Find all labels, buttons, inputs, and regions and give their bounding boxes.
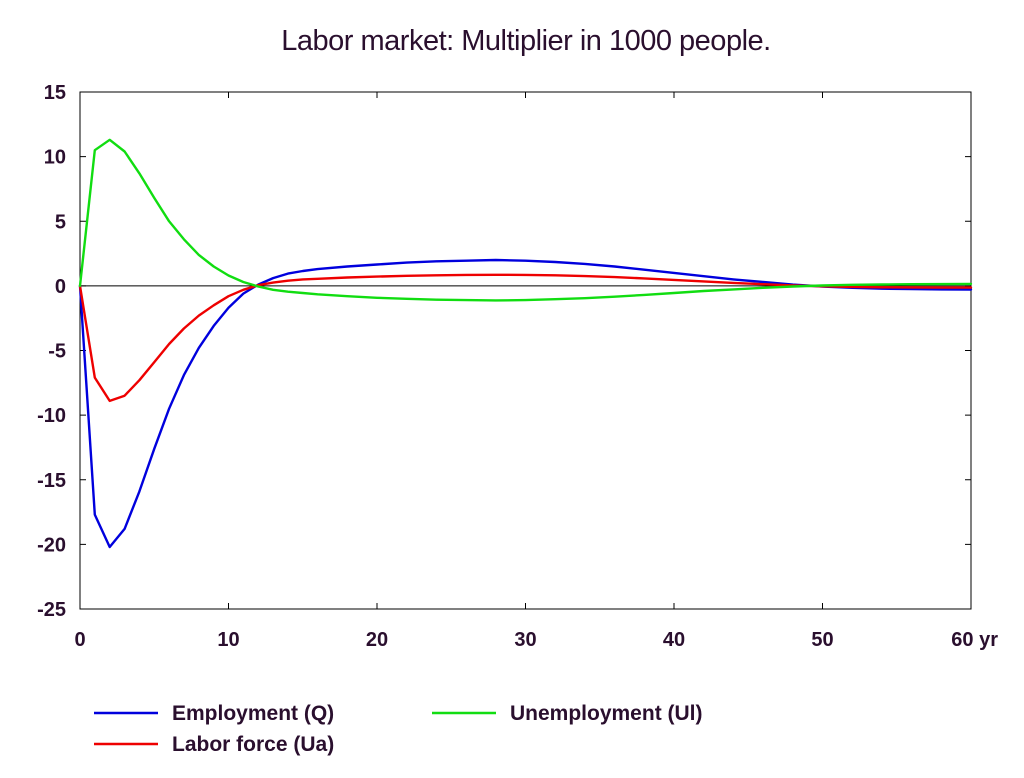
series-layer <box>78 138 973 549</box>
legend-label-2: Labor force (Ua) <box>172 733 334 756</box>
x-tick-label: 50 <box>811 629 833 651</box>
series-line-3 <box>78 138 973 302</box>
x-tick-label: 0 <box>74 629 85 651</box>
y-tick-label: -10 <box>37 405 66 427</box>
legend-label-3: Unemployment (Ul) <box>510 702 703 725</box>
y-tick-label: 0 <box>55 276 66 298</box>
legend-label-1: Employment (Q) <box>172 702 334 725</box>
plot-frame <box>79 91 972 610</box>
chart-title: Labor market: Multiplier in 1000 people. <box>281 25 770 57</box>
y-tick-label: 10 <box>44 147 66 169</box>
x-tick-label: 20 <box>366 629 388 651</box>
series-line-2 <box>78 273 973 403</box>
x-tick-label: 30 <box>514 629 536 651</box>
x-tick-label: 10 <box>217 629 239 651</box>
y-tick-label: -25 <box>37 599 66 621</box>
y-tick-label: 5 <box>55 211 66 233</box>
x-tick-label: 60 yr <box>951 629 998 651</box>
x-tick-label: 40 <box>663 629 685 651</box>
legend: Employment (Q) Labor force (Ua) Unemployme… <box>94 702 703 756</box>
y-tick-label: -20 <box>37 534 66 556</box>
y-tick-label: -5 <box>48 341 66 363</box>
series-line-1 <box>78 258 973 549</box>
y-tick-label: 15 <box>44 82 66 104</box>
y-tick-label: -15 <box>37 470 66 492</box>
